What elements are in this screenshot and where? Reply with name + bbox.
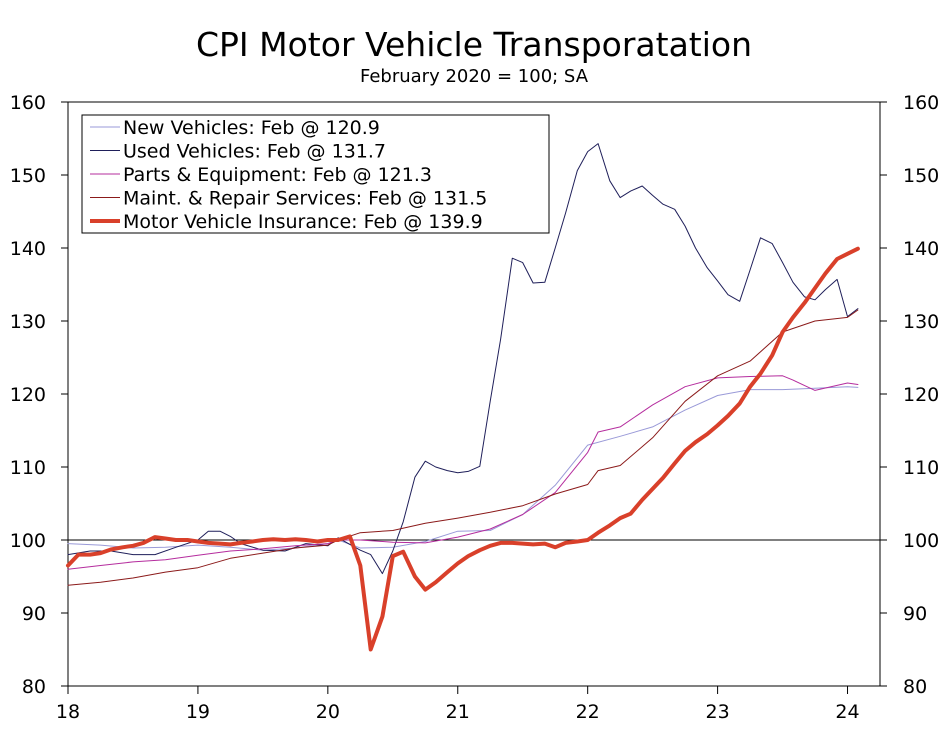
y-tick-label-left: 120 — [10, 384, 46, 406]
y-tick-label-left: 100 — [10, 530, 46, 552]
x-tick-label: 18 — [56, 701, 80, 723]
x-tick-label: 21 — [446, 701, 470, 723]
legend-label: Maint. & Repair Services: Feb @ 131.5 — [123, 188, 487, 210]
chart-title: CPI Motor Vehicle Transporatation — [196, 25, 752, 64]
x-tick-label: 19 — [186, 701, 210, 723]
x-tick-label: 24 — [835, 701, 859, 723]
series-line-0 — [67, 386, 859, 551]
legend-box — [81, 114, 550, 234]
legend-label: Used Vehicles: Feb @ 131.7 — [123, 141, 386, 163]
axes: 80 80 90 90 100 100 110 110 120 120 130 130 140 140 15… — [10, 92, 940, 723]
chart-subtitle: February 2020 = 100; SA — [360, 66, 589, 87]
y-tick-label-right: 110 — [903, 457, 939, 479]
y-tick-label-right: 130 — [903, 311, 939, 333]
y-tick-label-left: 150 — [10, 165, 46, 187]
y-tick-label-right: 80 — [903, 676, 927, 698]
legend-label: Motor Vehicle Insurance: Feb @ 139.9 — [123, 211, 483, 233]
x-tick-label: 20 — [316, 701, 340, 723]
series-line-1 — [67, 143, 859, 575]
y-tick-label-right: 90 — [903, 603, 927, 625]
y-tick-label-left: 110 — [10, 457, 46, 479]
y-tick-label-right: 140 — [903, 238, 939, 260]
x-tick-label: 22 — [576, 701, 600, 723]
y-tick-label-right: 150 — [903, 165, 939, 187]
y-tick-label-right: 160 — [903, 92, 939, 114]
series-line-4 — [66, 246, 860, 652]
series-lines — [66, 143, 860, 652]
y-tick-label-left: 160 — [10, 92, 46, 114]
y-tick-label-left: 140 — [10, 238, 46, 260]
y-tick-label-right: 100 — [903, 530, 939, 552]
x-tick-label: 23 — [706, 701, 730, 723]
legend-label: Parts & Equipment: Feb @ 121.3 — [123, 164, 432, 186]
legend-label: New Vehicles: Feb @ 120.9 — [123, 117, 380, 139]
y-tick-label-right: 120 — [903, 384, 939, 406]
series-line-3 — [67, 309, 859, 586]
y-tick-label-left: 90 — [22, 603, 46, 625]
y-tick-label-left: 80 — [22, 676, 46, 698]
y-tick-label-left: 130 — [10, 311, 46, 333]
